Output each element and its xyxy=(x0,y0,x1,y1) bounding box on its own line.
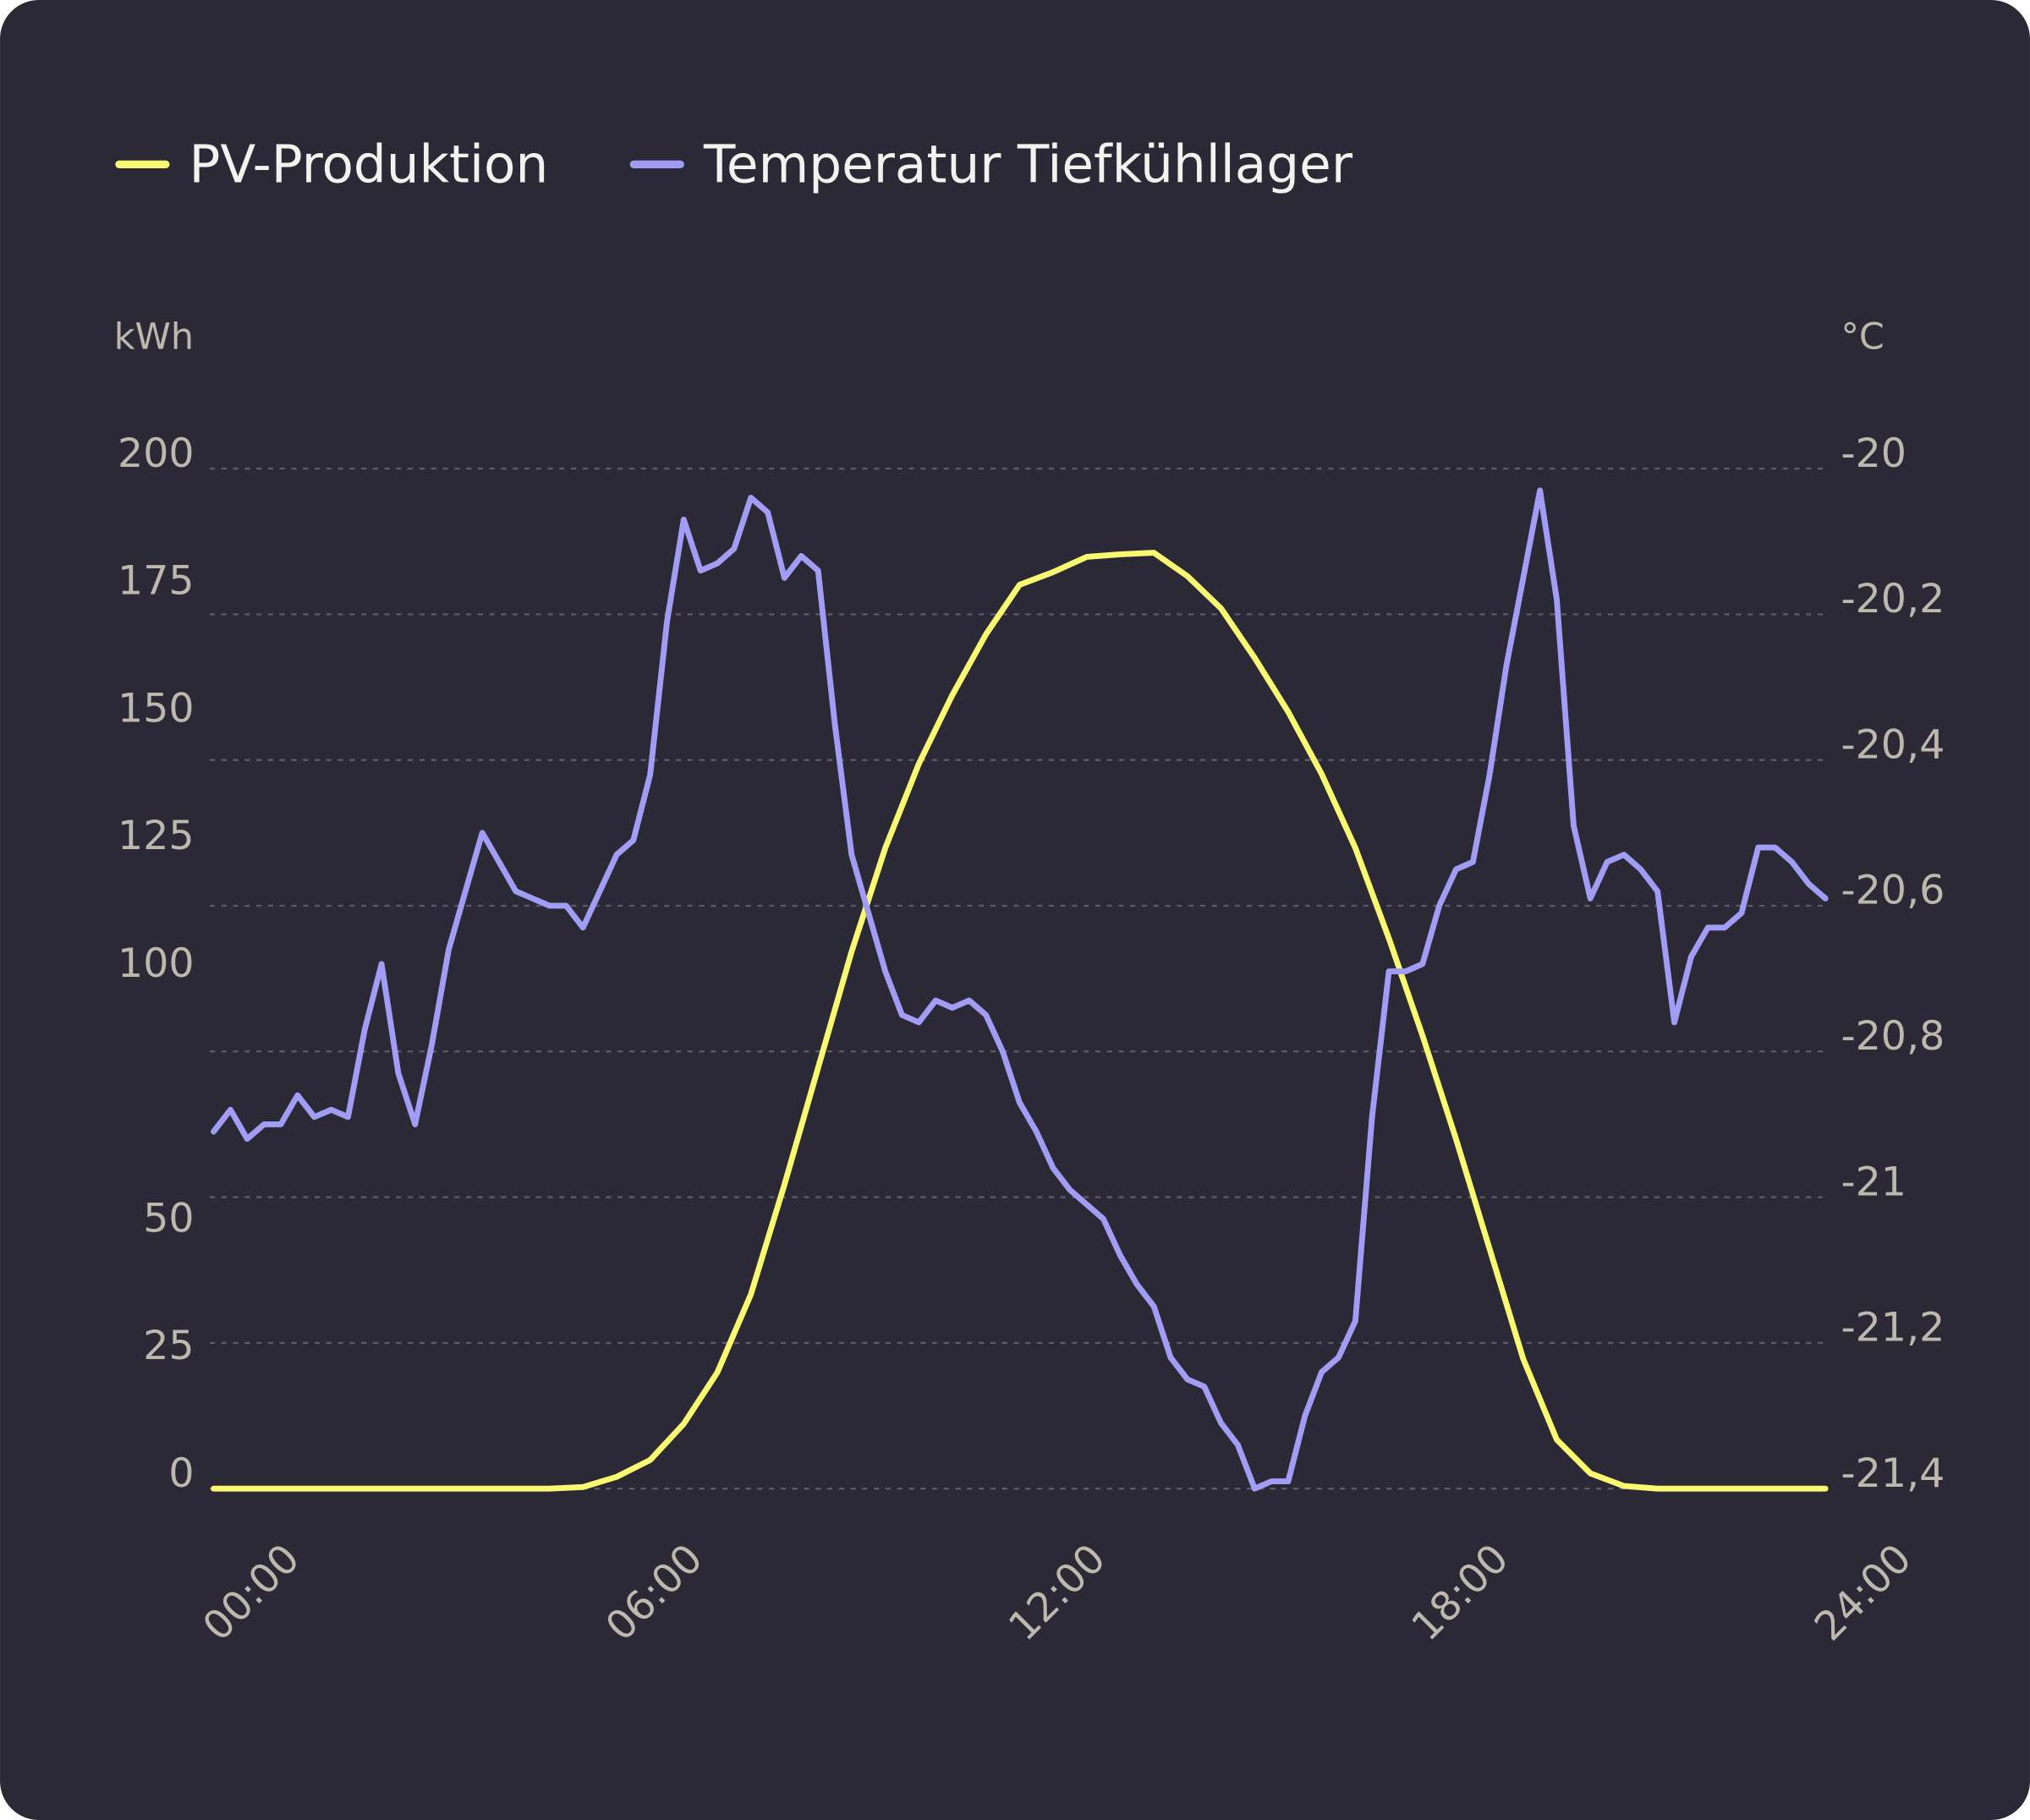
series-line xyxy=(211,550,1829,1492)
y2-tick-label: -20 xyxy=(1841,430,1907,477)
y-tick-label: 0 xyxy=(168,1450,194,1497)
y-tick-label: 175 xyxy=(118,558,195,605)
legend-label: PV-Produktion xyxy=(189,135,548,195)
legend-label: Temperatur Tiefkühllager xyxy=(703,135,1353,195)
y-tick-label: 50 xyxy=(143,1195,194,1242)
y2-tick-label: -21,2 xyxy=(1841,1305,1945,1351)
y2-axis-unit: °C xyxy=(1841,316,1885,359)
y-axis-unit: kWh xyxy=(114,316,194,359)
y-tick-label: 125 xyxy=(118,813,195,859)
y2-tick-label: -21,4 xyxy=(1841,1450,1945,1497)
y-tick-label: 150 xyxy=(118,685,195,732)
y2-tick-label: -21 xyxy=(1841,1159,1907,1205)
y-tick-label: 200 xyxy=(118,430,195,477)
y2-tick-label: -20,8 xyxy=(1841,1013,1945,1060)
y2-tick-label: -20,2 xyxy=(1841,576,1945,622)
y2-tick-label: -20,6 xyxy=(1841,868,1945,914)
y-tick-label: 25 xyxy=(143,1323,194,1369)
series-line xyxy=(211,487,1829,1492)
y-tick-label: 100 xyxy=(118,940,195,987)
y2-tick-label: -20,4 xyxy=(1841,721,1945,768)
